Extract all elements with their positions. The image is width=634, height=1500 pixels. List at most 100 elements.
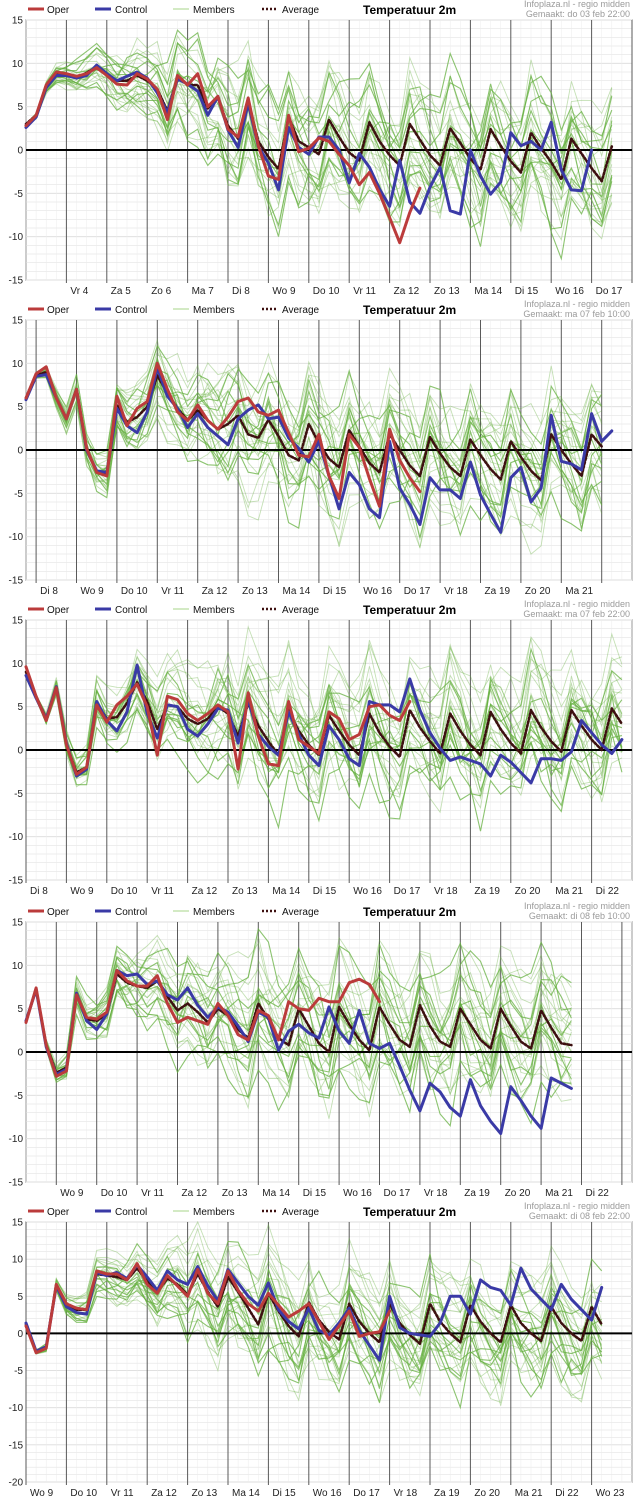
source-label: Infoplaza.nl - regio midden [524,0,630,9]
x-tick-label: Zo 13 [242,586,268,597]
member-line [25,985,572,1127]
legend-label-members: Members [193,305,235,316]
chart-legend: Oper Control Members Average [28,907,320,918]
x-tick-label: Do 10 [121,586,148,597]
x-tick-label: Ma 21 [565,586,593,597]
control-line [24,63,594,216]
y-tick-label: 0 [17,146,23,157]
oper-line [24,1262,392,1355]
y-tick-label: 10 [12,1255,24,1266]
x-tick-label: Wo 9 [30,1488,54,1499]
y-tick-label: 10 [12,59,24,70]
x-tick-label: Za 5 [111,286,131,297]
chart-legend: Oper Control Members Average [28,1207,320,1218]
member-line [25,654,623,760]
x-tick-label: Wo 16 [313,1488,342,1499]
oper-line [24,361,422,508]
x-tick-label: Di 22 [555,1488,579,1499]
oper-line [24,665,412,776]
legend-label-members: Members [193,605,235,616]
legend-label-members: Members [193,1207,235,1218]
x-tick-label: Do 17 [596,286,623,297]
x-tick-label: Vr 11 [353,286,376,297]
y-tick-label: 10 [12,359,24,370]
member-line [25,985,572,1090]
member-line [25,52,613,177]
x-tick-label: Do 17 [384,1188,411,1199]
x-tick-label: Zo 13 [192,1488,218,1499]
member-line [25,987,572,1097]
x-tick-label: Do 10 [111,886,138,897]
control-line [24,663,624,785]
member-line [25,41,613,185]
member-line [25,1220,602,1350]
member-line [25,76,613,241]
y-tick-label: 0 [17,1329,23,1340]
y-tick-label: -10 [9,1134,24,1145]
member-line [25,1263,603,1383]
x-tick-label: Ma 14 [232,1488,260,1499]
x-tick-label: Di 15 [272,1488,296,1499]
x-tick-label: Ma 21 [515,1488,543,1499]
member-line [25,1274,602,1381]
member-line [25,1227,602,1352]
member-line [25,75,613,261]
member-line [25,366,603,493]
x-tick-label: Do 10 [101,1188,128,1199]
y-tick-label: 10 [12,961,24,972]
x-tick-label: Do 10 [70,1488,97,1499]
legend-label-control: Control [115,5,147,16]
member-line [25,1284,602,1404]
member-line [25,71,613,228]
x-tick-label: Za 12 [182,1188,208,1199]
y-tick-label: 0 [17,746,23,757]
x-tick-label: Di 8 [30,886,48,897]
legend-label-average: Average [282,5,320,16]
y-tick-label: -15 [9,1440,24,1451]
x-tick-label: Zo 20 [505,1188,531,1199]
member-line [25,957,572,1071]
member-line [25,65,613,228]
chart-panel-2: Di 8 Wo 9 Do 10 Vr 11 Za 12 Zo 13 Ma 14 Di 15 Wo… [9,299,633,597]
legend-label-oper: Oper [47,5,70,16]
legend-label-average: Average [282,907,320,918]
legend-label-average: Average [282,305,320,316]
average-line [24,65,614,183]
y-tick-label: -10 [9,1403,24,1414]
member-line [25,67,613,229]
y-tick-label: 5 [17,1292,23,1303]
x-tick-label: Di 15 [313,886,337,897]
y-tick-label: 5 [17,1004,23,1015]
member-line [25,1278,602,1390]
x-tick-label: Ma 14 [262,1188,290,1199]
source-label: Infoplaza.nl - regio midden [524,299,630,309]
member-line [25,75,613,233]
made-timestamp: Gemaakt: do 03 feb 22:00 [526,9,630,19]
member-line [25,978,572,1115]
x-tick-label: Zo 13 [434,286,460,297]
chart-panel-1: Vr 4 Za 5 Zo 6 Ma 7 Di 8 Wo 9 Do 10 Vr 11 Za 12 Z… [9,0,633,297]
x-tick-label: Ma 14 [474,286,502,297]
member-line [25,356,602,507]
y-tick-label: -15 [9,276,24,287]
chart-legend: Oper Control Members Average [28,305,320,316]
x-tick-label: Di 8 [232,286,250,297]
member-line [25,72,613,240]
member-line [25,368,603,491]
y-tick-label: 15 [12,616,24,627]
y-tick-label: -5 [14,789,23,800]
member-line [25,48,613,191]
member-line [25,1223,603,1352]
member-line [25,1240,603,1352]
legend-label-oper: Oper [47,1207,70,1218]
x-tick-label: Wo 16 [363,586,392,597]
x-tick-label: Ma 21 [545,1188,573,1199]
y-tick-label: -10 [9,532,24,543]
member-line [25,944,572,1071]
member-line [25,368,603,514]
y-tick-label: -5 [14,1091,23,1102]
x-tick-label: Di 22 [596,886,620,897]
member-line [25,934,572,1065]
member-line [25,625,623,761]
legend-label-oper: Oper [47,605,70,616]
